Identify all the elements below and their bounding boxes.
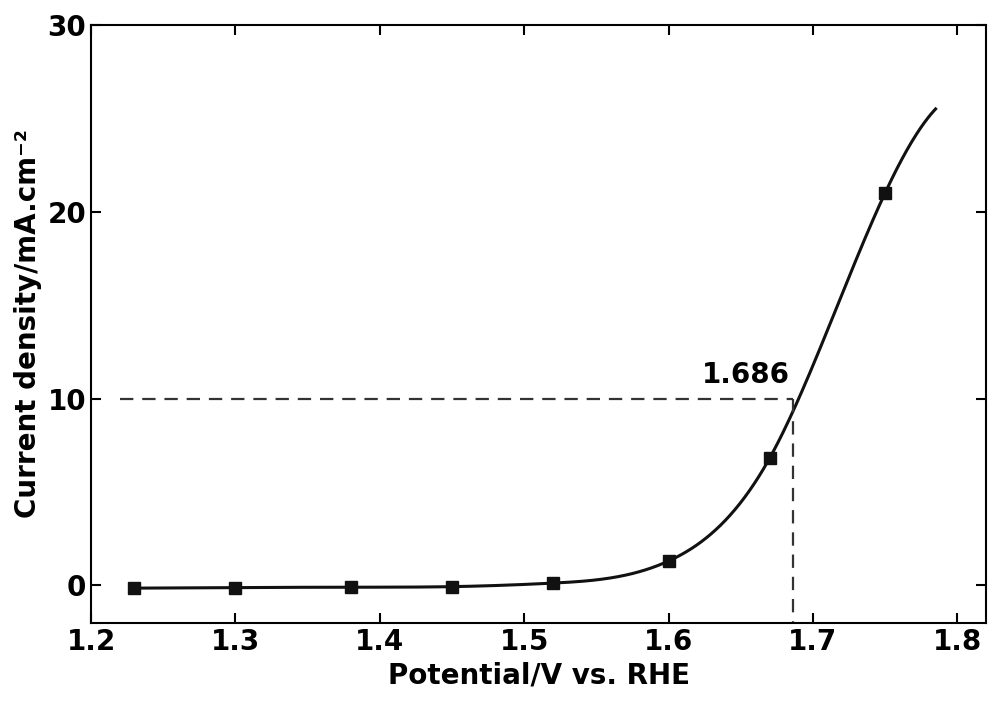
Y-axis label: Current density/mA.cm⁻²: Current density/mA.cm⁻²: [14, 129, 42, 518]
Text: 1.686: 1.686: [702, 361, 790, 389]
X-axis label: Potential/V vs. RHE: Potential/V vs. RHE: [388, 661, 690, 689]
